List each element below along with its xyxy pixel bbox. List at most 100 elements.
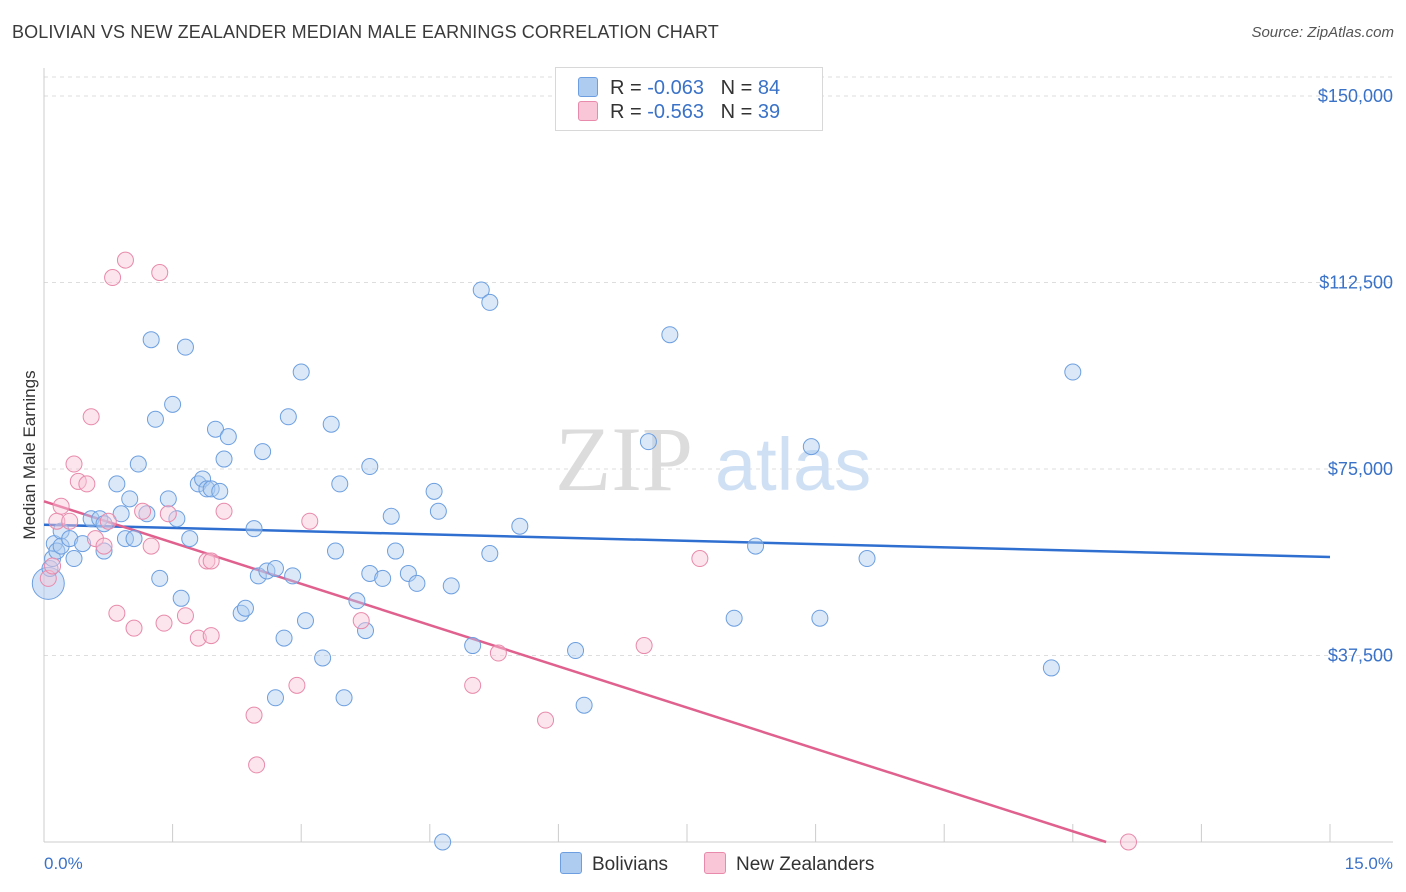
point-bolivian — [194, 470, 212, 488]
point-bolivian — [125, 530, 143, 548]
point-bolivian — [236, 599, 254, 617]
x-tick-label-max: 15.0% — [1345, 854, 1393, 873]
watermark-atlas: atlas — [715, 423, 871, 506]
point-new-zealander — [537, 711, 555, 729]
point-new-zealander — [464, 676, 482, 694]
point-new-zealander — [52, 497, 70, 515]
point-bolivian — [61, 530, 79, 548]
point-bolivian — [176, 338, 194, 356]
point-new-zealander — [86, 530, 104, 548]
point-new-zealander — [155, 614, 173, 632]
point-new-zealander — [159, 505, 177, 523]
point-bolivian — [95, 542, 113, 560]
point-new-zealander — [95, 537, 113, 555]
point-new-zealander — [176, 607, 194, 625]
point-bolivian — [434, 833, 452, 851]
point-bolivian — [1064, 363, 1082, 381]
point-new-zealander — [61, 512, 79, 530]
legend-row-bolivians: R = -0.063 N = 84 — [578, 77, 780, 101]
point-bolivian — [164, 395, 182, 413]
point-new-zealander — [65, 455, 83, 473]
point-bolivian — [108, 475, 126, 493]
point-bolivian — [511, 517, 529, 535]
point-bolivian — [361, 564, 379, 582]
point-bolivian — [198, 480, 216, 498]
point-new-zealander — [202, 627, 220, 645]
point-new-zealander — [104, 269, 122, 287]
point-new-zealander — [108, 604, 126, 622]
point-new-zealander — [82, 408, 100, 426]
point-bolivian — [575, 696, 593, 714]
point-bolivian — [472, 281, 490, 299]
point-new-zealander — [288, 676, 306, 694]
r-value-new-zealanders: -0.563 — [647, 101, 704, 123]
point-new-zealander — [78, 475, 96, 493]
chart-source: Source: ZipAtlas.com — [1251, 24, 1394, 41]
point-bolivian — [74, 535, 92, 553]
point-bolivian — [464, 637, 482, 655]
point-new-zealander — [245, 706, 263, 724]
n-value-new-zealanders: 39 — [757, 101, 781, 123]
point-bolivian — [408, 574, 426, 592]
point-bolivian — [322, 415, 340, 433]
point-bolivian — [254, 443, 272, 461]
point-bolivian — [172, 589, 190, 607]
point-bolivian — [382, 507, 400, 525]
point-bolivian — [279, 408, 297, 426]
point-bolivian — [206, 420, 224, 438]
point-bolivian — [211, 482, 229, 500]
point-bolivian — [331, 475, 349, 493]
point-bolivian — [219, 428, 237, 446]
legend-swatch-bolivians — [560, 852, 582, 874]
point-bolivian — [326, 542, 344, 560]
point-new-zealander — [99, 512, 117, 530]
bottom-legend-bolivians[interactable]: Bolivians — [560, 852, 668, 876]
point-bolivian — [661, 326, 679, 344]
point-bolivian — [296, 612, 314, 630]
point-new-zealander — [691, 550, 709, 568]
point-bolivian — [1042, 659, 1060, 677]
gridlines — [44, 76, 1393, 656]
point-bolivian — [129, 455, 147, 473]
trend-line-bolivians — [43, 523, 1331, 559]
chart-title: BOLIVIAN VS NEW ZEALANDER MEDIAN MALE EA… — [12, 22, 719, 42]
point-bolivian — [481, 293, 499, 311]
x-tick-label-min: 0.0% — [44, 854, 83, 873]
bottom-legend-new-zealanders[interactable]: New Zealanders — [704, 852, 874, 876]
point-new-zealander — [215, 502, 233, 520]
point-bolivian — [387, 542, 405, 560]
point-bolivian — [181, 530, 199, 548]
point-new-zealander — [142, 537, 160, 555]
point-bolivian — [567, 642, 585, 660]
point-new-zealander — [198, 552, 216, 570]
point-bolivian — [357, 622, 374, 640]
point-new-zealander — [301, 512, 319, 530]
point-new-zealander — [489, 644, 507, 662]
point-bolivian — [245, 520, 263, 538]
point-bolivian — [858, 550, 876, 568]
point-bolivian — [429, 502, 447, 520]
y-tick-label: $150,000 — [1318, 86, 1393, 106]
y-tick-label: $37,500 — [1328, 646, 1393, 666]
point-bolivian — [811, 609, 829, 627]
point-bolivian — [725, 609, 743, 627]
point-bolivian — [52, 522, 70, 540]
legend-swatch-new-zealanders — [704, 852, 726, 874]
point-new-zealander — [189, 629, 207, 647]
point-bolivian — [284, 567, 302, 585]
y-tick-label: $75,000 — [1328, 459, 1393, 479]
point-bolivian — [292, 363, 310, 381]
point-new-zealander — [151, 264, 169, 282]
trend-lines — [43, 500, 1331, 844]
point-bolivian — [116, 530, 134, 548]
point-bolivian — [266, 559, 284, 577]
y-axis-label: Median Male Earnings — [20, 370, 39, 539]
point-bolivian — [639, 433, 657, 451]
point-bolivian — [121, 490, 139, 508]
point-bolivian — [215, 450, 233, 468]
watermark-zip: ZIP — [555, 408, 693, 510]
point-bolivian — [481, 545, 499, 563]
point-bolivian — [361, 458, 379, 476]
point-bolivian — [275, 629, 293, 647]
